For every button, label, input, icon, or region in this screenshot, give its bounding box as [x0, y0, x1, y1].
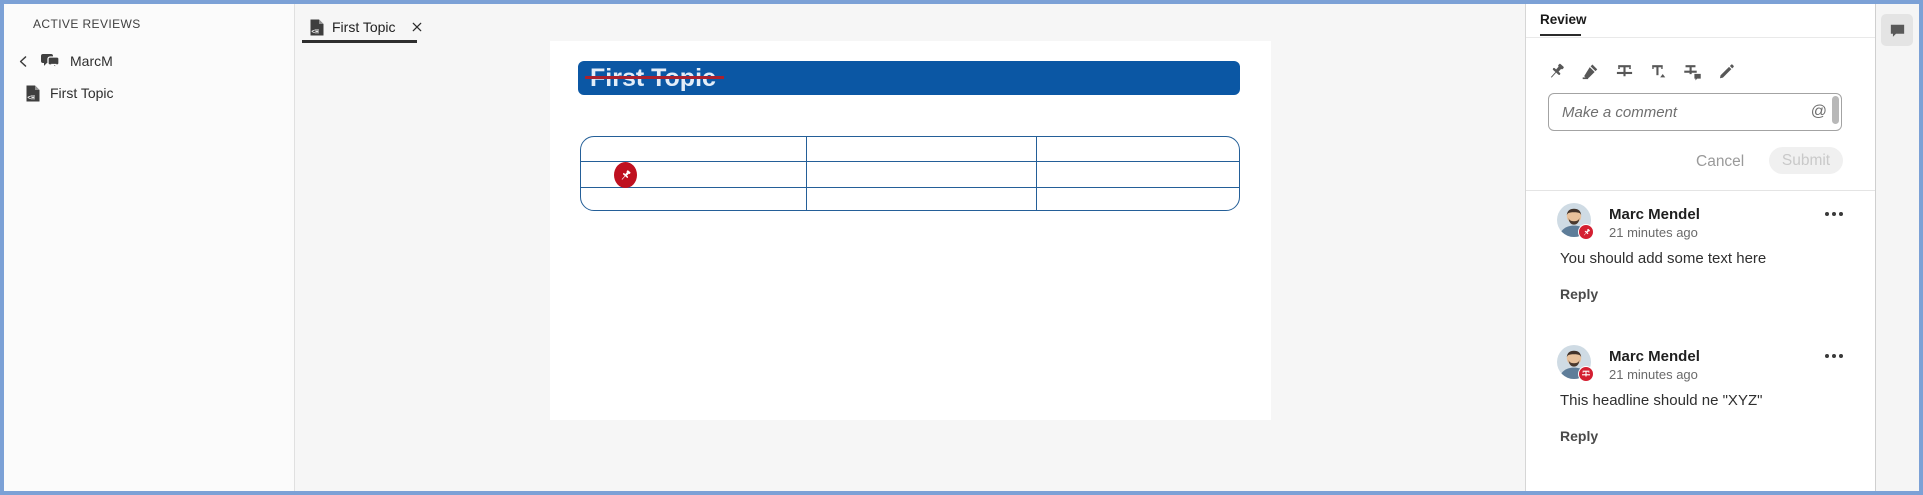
submit-button[interactable]: Submit	[1769, 147, 1843, 174]
document-page: First Topic	[550, 41, 1271, 420]
panel-divider	[1526, 37, 1876, 38]
highlighter-icon[interactable]	[1580, 61, 1600, 81]
comment-author: Marc Mendel	[1609, 348, 1700, 365]
tab-label: First Topic	[332, 19, 396, 35]
strikethrough-text-icon[interactable]	[1614, 61, 1634, 81]
active-tab-indicator	[302, 40, 417, 43]
right-toolbar-rail	[1875, 4, 1919, 491]
scrollbar-thumb[interactable]	[1832, 96, 1839, 124]
avatar	[1557, 345, 1594, 382]
reply-link[interactable]: Reply	[1560, 286, 1599, 302]
table-row-divider	[581, 187, 1239, 188]
comment-input[interactable]	[1549, 94, 1841, 130]
overflow-menu-icon[interactable]	[1823, 349, 1845, 363]
topic-heading-banner: First Topic	[578, 61, 1240, 95]
topic-file-icon	[26, 85, 40, 102]
chevron-left-icon[interactable]	[16, 54, 31, 69]
comment-card: Marc Mendel 21 minutes ago This headline…	[1526, 345, 1876, 455]
document-table[interactable]	[580, 136, 1240, 211]
pushpin-icon[interactable]	[1546, 61, 1566, 81]
review-panel: Review @ Cancel Submit M	[1525, 4, 1876, 491]
topic-file-icon	[310, 19, 324, 36]
insert-text-icon[interactable]	[1648, 61, 1668, 81]
panel-divider	[1526, 190, 1876, 191]
replace-text-icon[interactable]	[1682, 61, 1702, 81]
review-panel-title: Review	[1540, 12, 1587, 27]
topic-heading-text: First Topic	[585, 61, 724, 95]
comment-timestamp: 21 minutes ago	[1609, 367, 1698, 382]
reply-link[interactable]: Reply	[1560, 428, 1599, 444]
cancel-button[interactable]: Cancel	[1696, 153, 1745, 170]
close-icon[interactable]	[410, 20, 424, 34]
table-column-divider	[806, 137, 807, 210]
comments-toggle-button[interactable]	[1881, 14, 1913, 46]
comment-composer: @	[1548, 93, 1842, 131]
overflow-menu-icon[interactable]	[1823, 207, 1845, 221]
mention-button[interactable]: @	[1810, 103, 1827, 120]
avatar	[1557, 203, 1594, 240]
strikethrough-badge-icon	[1578, 366, 1594, 382]
pencil-icon[interactable]	[1716, 61, 1736, 81]
comment-pin-marker[interactable]	[614, 162, 637, 188]
chat-bubbles-icon	[40, 52, 60, 70]
review-tab-indicator	[1540, 34, 1581, 36]
annotation-toolbar	[1546, 61, 1736, 81]
sidebar-item-review-group[interactable]: MarcM	[16, 50, 113, 72]
sidebar-item-topic[interactable]: First Topic	[26, 82, 114, 104]
comment-text: You should add some text here	[1560, 250, 1767, 267]
comment-bubble-icon	[1888, 21, 1907, 40]
comment-card: Marc Mendel 21 minutes ago You should ad…	[1526, 203, 1876, 313]
active-reviews-title: ACTIVE REVIEWS	[33, 17, 141, 31]
table-row-divider	[581, 161, 1239, 162]
comment-timestamp: 21 minutes ago	[1609, 225, 1698, 240]
comment-text: This headline should ne "XYZ"	[1560, 392, 1763, 409]
pushpin-badge-icon	[1578, 224, 1594, 240]
table-column-divider	[1036, 137, 1037, 210]
comment-author: Marc Mendel	[1609, 206, 1700, 223]
tab-first-topic[interactable]: First Topic	[302, 10, 432, 44]
active-reviews-panel: ACTIVE REVIEWS MarcM First Topic	[4, 4, 295, 491]
topic-item-label: First Topic	[50, 85, 114, 101]
review-group-label: MarcM	[70, 53, 113, 69]
editor-area: First Topic First Topic	[295, 4, 1525, 491]
